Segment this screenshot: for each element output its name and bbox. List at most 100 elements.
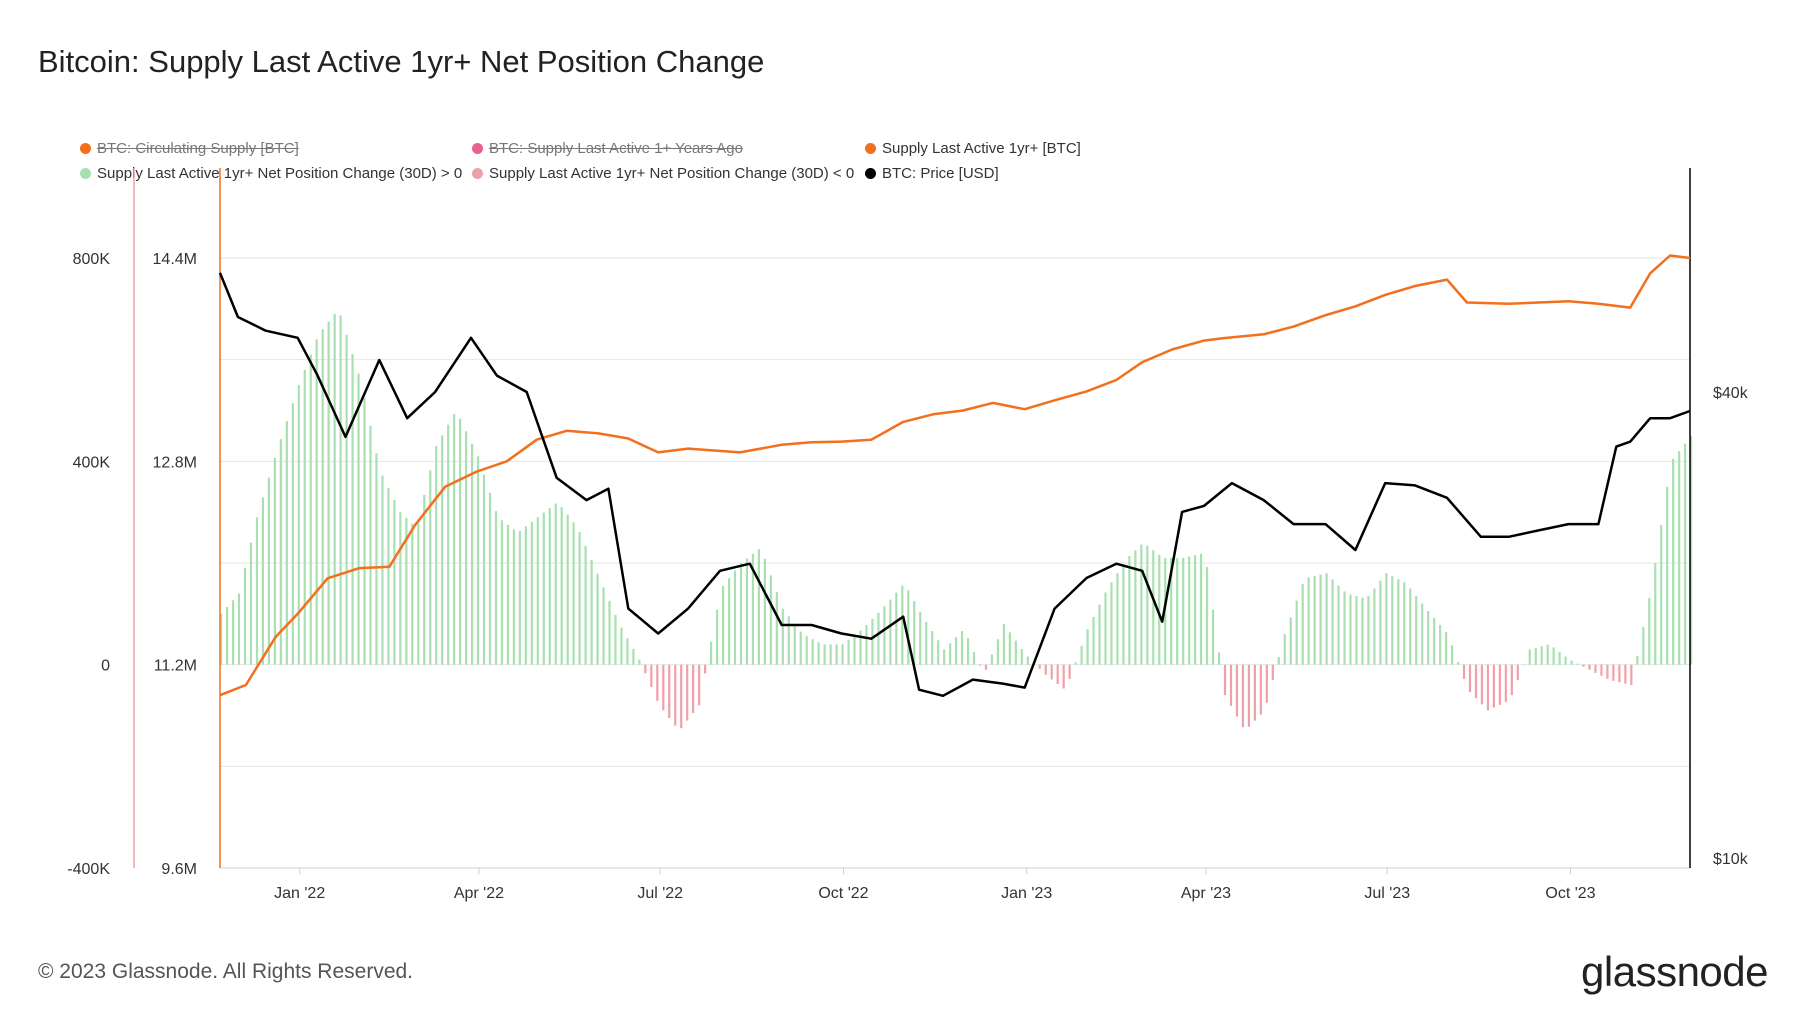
y-left-outer-tick-label: 0	[101, 658, 110, 675]
bar-positive	[733, 570, 737, 665]
y-left-outer-tick-label: 800K	[73, 251, 111, 268]
bar-negative	[1038, 664, 1041, 669]
bar-positive	[1558, 651, 1561, 665]
bar-negative	[1624, 664, 1627, 684]
bar-positive	[919, 611, 922, 665]
bar-positive	[441, 435, 444, 665]
bar-positive	[339, 315, 342, 665]
legend-label: BTC: Circulating Supply [BTC]	[97, 140, 299, 157]
bar-positive	[1415, 596, 1418, 665]
legend-dot	[472, 168, 483, 179]
bar-positive	[309, 354, 312, 665]
bar-positive	[596, 573, 599, 665]
bar-positive	[500, 520, 504, 665]
glassnode-logo: glassnode	[1581, 948, 1768, 995]
x-tick-label: Apr '22	[454, 885, 504, 902]
bar-positive	[417, 519, 420, 665]
bar-positive	[1337, 585, 1340, 665]
bar-positive	[261, 497, 265, 665]
bar-negative	[698, 664, 701, 706]
bar-negative	[1271, 664, 1274, 680]
legend-label: Supply Last Active 1yr+ [BTC]	[882, 140, 1081, 157]
bar-negative	[1068, 664, 1071, 679]
bar-positive	[1690, 435, 1693, 665]
legend-item-net-position-change-negative[interactable]: Supply Last Active 1yr+ Net Position Cha…	[472, 165, 854, 182]
x-tick-label: Jul '23	[1364, 885, 1410, 902]
legend-item-supply-last-active-1-years-ago[interactable]: BTC: Supply Last Active 1+ Years Ago	[472, 140, 743, 157]
bar-positive	[363, 398, 366, 665]
bar-positive	[405, 517, 408, 665]
bar-positive	[1319, 574, 1322, 665]
bar-positive	[859, 630, 862, 665]
bar-positive	[1325, 573, 1328, 665]
bar-negative	[1253, 664, 1256, 721]
bar-positive	[1433, 617, 1436, 665]
bar-positive	[614, 614, 617, 665]
bar-positive	[955, 637, 958, 665]
bar-negative	[1247, 664, 1251, 727]
legend-item-btc-price[interactable]: BTC: Price [USD]	[865, 165, 999, 182]
bar-positive	[303, 369, 306, 665]
legend-dot	[865, 168, 876, 179]
bar-positive	[949, 643, 952, 665]
bar-positive	[841, 644, 844, 665]
bar-positive	[220, 613, 223, 665]
bar-positive	[799, 631, 802, 665]
bar-positive	[554, 503, 557, 665]
bar-positive	[321, 329, 324, 665]
bar-positive	[608, 601, 611, 665]
legend-item-supply-last-active-1yr[interactable]: Supply Last Active 1yr+ [BTC]	[865, 140, 1081, 157]
bar-negative	[662, 664, 665, 711]
bar-positive	[913, 601, 916, 665]
bar-positive	[237, 593, 241, 665]
bar-positive	[907, 590, 910, 665]
bar-positive	[1540, 646, 1543, 665]
bar-positive	[1170, 557, 1173, 665]
bar-positive	[763, 558, 766, 665]
bar-positive	[548, 508, 551, 665]
bar-negative	[1480, 664, 1484, 705]
bar-positive	[255, 517, 259, 665]
bar-positive	[787, 616, 790, 665]
bar-positive	[267, 477, 271, 665]
bar-positive	[411, 523, 414, 665]
bar-positive	[775, 592, 778, 665]
bar-positive	[470, 443, 474, 665]
bar-positive	[901, 585, 904, 665]
y-left-outer-tick-label: -400K	[67, 861, 110, 878]
bar-positive	[1546, 644, 1549, 665]
bar-positive	[387, 487, 390, 665]
bar-positive	[739, 563, 743, 665]
bar-negative	[656, 664, 659, 701]
bar-negative	[1468, 664, 1472, 693]
legend-label: BTC: Price [USD]	[882, 165, 999, 182]
y-right-tick-label: $10k	[1713, 851, 1749, 868]
bar-positive	[381, 475, 384, 665]
series-lines	[218, 254, 1691, 698]
legend-item-net-position-change-positive[interactable]: Supply Last Active 1yr+ Net Position Cha…	[80, 165, 462, 182]
bar-negative	[1510, 664, 1513, 696]
bar-positive	[1116, 573, 1119, 665]
bar-positive	[1672, 458, 1675, 665]
bar-positive	[1014, 640, 1017, 665]
bar-positive	[1522, 664, 1525, 666]
bar-positive	[757, 549, 761, 665]
legend-item-circulating-supply[interactable]: BTC: Circulating Supply [BTC]	[80, 140, 299, 157]
bar-negative	[686, 664, 689, 721]
bar-positive	[1205, 567, 1209, 665]
legend-dot	[472, 143, 483, 154]
bar-positive	[1307, 577, 1310, 665]
bar-positive	[1200, 553, 1203, 665]
bar-positive	[817, 642, 820, 665]
bar-negative	[692, 664, 695, 713]
bar-positive	[823, 644, 826, 665]
x-tick-label: Jan '23	[1001, 885, 1052, 902]
bar-positive	[273, 457, 276, 665]
legend-dot	[80, 168, 91, 179]
bar-positive	[602, 587, 605, 665]
bar-negative	[984, 664, 988, 670]
bar-positive	[1211, 609, 1215, 665]
bar-positive	[1678, 451, 1681, 665]
bar-positive	[1158, 554, 1161, 665]
bar-positive	[423, 494, 426, 665]
